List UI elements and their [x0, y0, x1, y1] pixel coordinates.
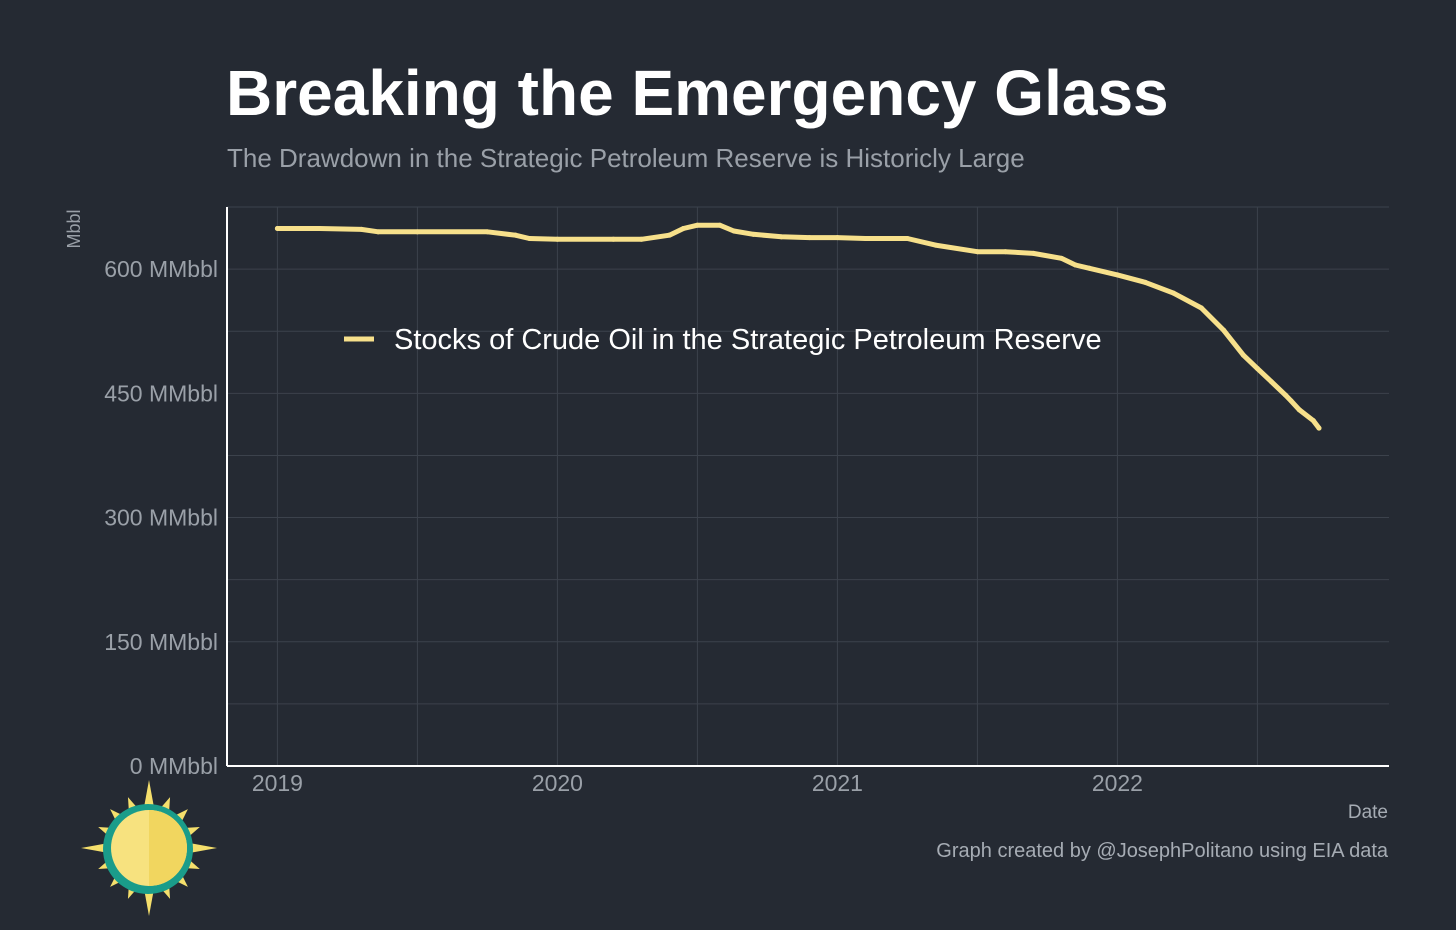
sun-ray [81, 842, 110, 854]
y-tick-label: 450 MMbbl [104, 380, 218, 406]
data-point [862, 235, 868, 241]
x-tick-label: 2021 [812, 770, 863, 796]
y-tick-label: 600 MMbbl [104, 256, 218, 282]
x-tick-label: 2020 [532, 770, 583, 796]
grid [227, 206, 1389, 766]
source-caption: Graph created by @JosephPolitano using E… [936, 840, 1388, 862]
sun-shade [149, 810, 187, 886]
data-point [1058, 255, 1064, 261]
data-point [274, 226, 280, 232]
data-point [1198, 305, 1204, 311]
data-point [1072, 262, 1078, 268]
legend: Stocks of Crude Oil in the Strategic Pet… [344, 324, 1102, 356]
data-point [1282, 392, 1288, 398]
data-point [358, 226, 364, 232]
data-point [414, 229, 420, 235]
y-tick-label: 300 MMbbl [104, 505, 218, 531]
data-point [484, 229, 490, 235]
data-point [1221, 327, 1227, 333]
chart-title: Breaking the Emergency Glass [226, 57, 1169, 129]
data-point [1316, 425, 1322, 431]
x-tick-label: 2022 [1092, 770, 1143, 796]
data-point [1170, 290, 1176, 296]
data-point [375, 229, 381, 235]
data-point [1002, 249, 1008, 255]
data-point [1240, 352, 1246, 358]
sun-ray [173, 809, 188, 824]
axes [226, 207, 1389, 767]
data-point [1086, 265, 1092, 271]
data-point [932, 242, 938, 248]
series [274, 222, 1322, 431]
data-point [316, 226, 322, 232]
y-axis-label: Mbbl [64, 209, 84, 248]
data-point [1142, 279, 1148, 285]
data-point [717, 222, 723, 228]
data-point [680, 226, 686, 232]
data-point [778, 234, 784, 240]
legend-label: Stocks of Crude Oil in the Strategic Pet… [394, 324, 1102, 356]
data-point [834, 235, 840, 241]
x-tick-label: 2019 [252, 770, 303, 796]
data-point [731, 228, 737, 234]
data-point [1288, 398, 1294, 404]
y-tick-label: 0 MMbbl [130, 753, 218, 779]
sun-ray [143, 887, 155, 916]
chart-subtitle: The Drawdown in the Strategic Petroleum … [227, 143, 1025, 173]
data-point [750, 231, 756, 237]
data-point [526, 235, 532, 241]
y-tick-label: 150 MMbbl [104, 629, 218, 655]
data-point [1114, 272, 1120, 278]
data-point [1254, 365, 1260, 371]
sun-ray [143, 780, 155, 809]
sun-ray [188, 842, 217, 854]
data-point [974, 249, 980, 255]
data-point [666, 232, 672, 238]
sun-icon [81, 780, 217, 916]
x-axis-label: Date [1348, 802, 1388, 823]
data-point [904, 235, 910, 241]
axis-ticks: 0 MMbbl 150 MMbbl 300 MMbbl 450 MMbbl 600 MM… [104, 256, 1143, 796]
data-point [610, 236, 616, 242]
data-point [1310, 418, 1316, 424]
data-point [694, 222, 700, 228]
data-point [1030, 250, 1036, 256]
data-point [806, 235, 812, 241]
data-point [554, 236, 560, 242]
data-point [1296, 407, 1302, 413]
data-point [638, 236, 644, 242]
data-point [512, 232, 518, 238]
data-point [1268, 379, 1274, 385]
